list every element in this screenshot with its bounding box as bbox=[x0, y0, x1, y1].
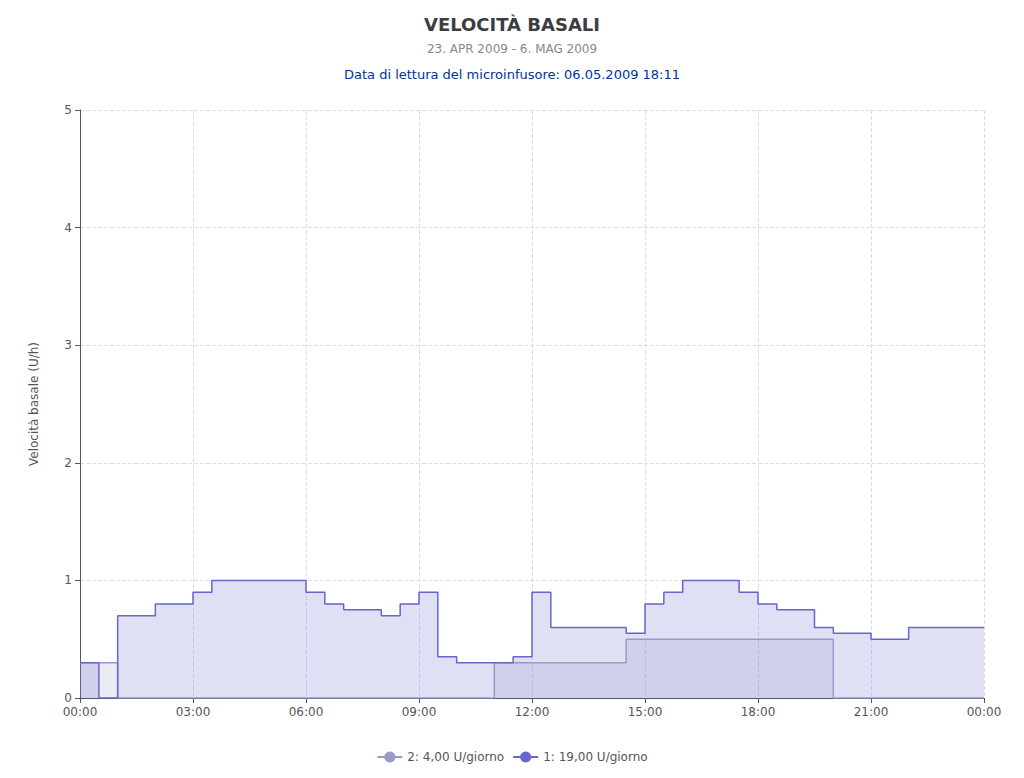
svg-text:2: 2 bbox=[64, 456, 72, 470]
svg-text:Data di lettura del microinfus: Data di lettura del microinfusore: 06.05… bbox=[344, 67, 680, 82]
svg-text:1: 19,00 U/giorno: 1: 19,00 U/giorno bbox=[543, 750, 647, 764]
svg-text:5: 5 bbox=[64, 103, 72, 117]
svg-text:09:00: 09:00 bbox=[402, 705, 437, 719]
svg-text:VELOCITÀ BASALI: VELOCITÀ BASALI bbox=[424, 14, 600, 35]
svg-text:18:00: 18:00 bbox=[741, 705, 776, 719]
svg-text:Velocità basale (U/h): Velocità basale (U/h) bbox=[27, 342, 41, 466]
svg-text:4: 4 bbox=[64, 221, 72, 235]
svg-text:00:00: 00:00 bbox=[967, 705, 1002, 719]
svg-text:3: 3 bbox=[64, 338, 72, 352]
svg-text:1: 1 bbox=[64, 573, 72, 587]
svg-text:0: 0 bbox=[64, 691, 72, 705]
svg-text:2: 4,00 U/giorno: 2: 4,00 U/giorno bbox=[407, 750, 504, 764]
svg-text:23. APR 2009 - 6. MAG 2009: 23. APR 2009 - 6. MAG 2009 bbox=[427, 42, 597, 56]
svg-text:12:00: 12:00 bbox=[515, 705, 550, 719]
svg-text:15:00: 15:00 bbox=[628, 705, 663, 719]
svg-text:21:00: 21:00 bbox=[854, 705, 889, 719]
svg-text:06:00: 06:00 bbox=[289, 705, 324, 719]
svg-text:00:00: 00:00 bbox=[63, 705, 98, 719]
svg-text:03:00: 03:00 bbox=[176, 705, 211, 719]
